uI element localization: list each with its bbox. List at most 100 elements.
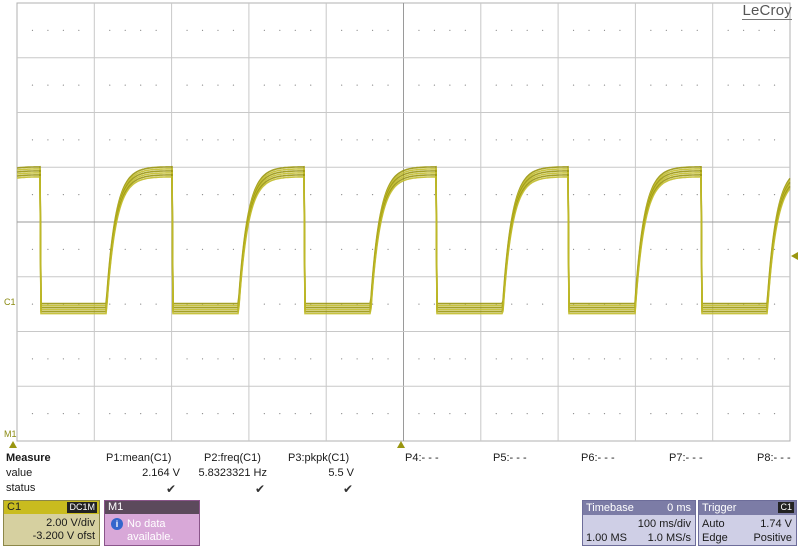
c1-marker: C1 bbox=[4, 297, 16, 307]
grid-dot bbox=[109, 413, 111, 415]
grid-dot bbox=[542, 248, 544, 250]
trigger-level-marker bbox=[791, 252, 798, 260]
grid-dot bbox=[418, 139, 420, 141]
grid-dot bbox=[418, 29, 420, 31]
grid-dot bbox=[78, 248, 80, 250]
grid-dot bbox=[681, 139, 683, 141]
trace-band bbox=[16, 169, 791, 309]
grid-dot bbox=[371, 358, 374, 360]
coupling-badge: DC1M bbox=[67, 502, 97, 513]
trigger-descriptor[interactable]: Trigger C1 Auto 1.74 V Edge Positive bbox=[698, 500, 797, 546]
grid-dot bbox=[773, 84, 776, 86]
trigger-type: Edge bbox=[702, 532, 728, 544]
grid-dot bbox=[387, 303, 389, 305]
grid-dot bbox=[495, 84, 497, 86]
grid-dot bbox=[603, 358, 606, 360]
measure-table[interactable]: Measure P1:mean(C1) P2:freq(C1) P3:pkpk(… bbox=[0, 452, 800, 498]
grid-dot bbox=[155, 84, 157, 86]
grid-dot bbox=[588, 84, 590, 86]
grid-dot bbox=[650, 84, 652, 86]
grid-dot bbox=[78, 29, 80, 31]
grid-dot bbox=[449, 194, 451, 196]
grid-dot bbox=[341, 358, 343, 360]
grid-dot bbox=[495, 194, 497, 196]
grid-dot bbox=[356, 413, 358, 415]
grid-dot bbox=[155, 248, 157, 250]
grid-dot bbox=[232, 248, 235, 250]
grid-dot bbox=[62, 139, 64, 141]
channel-c1-descriptor[interactable]: C1 DC1M 2.00 V/div -3.200 V ofst bbox=[3, 500, 100, 546]
grid-dot bbox=[109, 29, 111, 31]
grid-dot bbox=[62, 29, 64, 31]
grid-dot bbox=[78, 139, 80, 141]
param-p4[interactable]: P4:- - - bbox=[405, 452, 439, 464]
channel-name: C1 bbox=[7, 501, 22, 513]
grid-dot bbox=[31, 358, 34, 360]
grid-dot bbox=[124, 139, 126, 141]
param-p8[interactable]: P8:- - - bbox=[757, 452, 791, 464]
grid-dot bbox=[665, 29, 667, 31]
grid-dot bbox=[78, 358, 80, 360]
grid-dot bbox=[62, 248, 64, 250]
grid-dot bbox=[186, 84, 188, 86]
grid-dot bbox=[310, 29, 312, 31]
param-p3[interactable]: P3:pkpk(C1) bbox=[288, 452, 350, 464]
grid-dot bbox=[217, 248, 219, 250]
grid-dot bbox=[603, 139, 606, 141]
grid-dot bbox=[696, 139, 698, 141]
grid-dot bbox=[387, 29, 389, 31]
grid-dot bbox=[696, 84, 698, 86]
grid-dot bbox=[47, 194, 49, 196]
grid-dot bbox=[464, 139, 466, 141]
grid-dot bbox=[511, 139, 513, 141]
grid-dot bbox=[758, 139, 760, 141]
grid-dot bbox=[155, 194, 157, 196]
grid-dot bbox=[371, 303, 374, 305]
grid-dot bbox=[279, 413, 281, 415]
math-m1-descriptor[interactable]: M1 i No data available. bbox=[104, 500, 200, 546]
grid-dot bbox=[433, 29, 436, 31]
grid-dot bbox=[140, 413, 142, 415]
grid-dot bbox=[727, 248, 729, 250]
param-p7[interactable]: P7:- - - bbox=[669, 452, 703, 464]
grid-dot bbox=[603, 413, 606, 415]
timebase-descriptor[interactable]: Timebase 0 ms 100 ms/div 1.00 MS 1.0 MS/s bbox=[582, 500, 696, 546]
grid-dot bbox=[511, 29, 513, 31]
grid-dot bbox=[62, 358, 64, 360]
grid-dot bbox=[217, 29, 219, 31]
available-text: available. bbox=[127, 531, 174, 543]
grid-dot bbox=[387, 358, 389, 360]
grid-dot bbox=[464, 413, 466, 415]
grid-dot bbox=[619, 29, 621, 31]
grid-dot bbox=[743, 139, 745, 141]
grid-dot bbox=[232, 139, 235, 141]
grid-dot bbox=[31, 139, 34, 141]
grid-dot bbox=[217, 84, 219, 86]
grid-dot bbox=[572, 29, 575, 31]
grid-dot bbox=[603, 84, 606, 86]
grid-dot bbox=[201, 194, 204, 196]
grid-dot bbox=[140, 139, 142, 141]
grid-dot bbox=[758, 29, 760, 31]
param-p6[interactable]: P6:- - - bbox=[581, 452, 615, 464]
param-p1[interactable]: P1:mean(C1) bbox=[106, 452, 172, 464]
grid-dot bbox=[665, 194, 667, 196]
trace-band bbox=[16, 167, 791, 307]
grid-dot bbox=[526, 303, 528, 305]
grid-dot bbox=[433, 84, 436, 86]
grid-dot bbox=[62, 413, 64, 415]
param-p2[interactable]: P2:freq(C1) bbox=[204, 452, 261, 464]
p3-value: 5.5 V bbox=[328, 467, 354, 479]
param-p5[interactable]: P5:- - - bbox=[493, 452, 527, 464]
p2-value: 5.8323321 Hz bbox=[198, 467, 268, 479]
grid-dot bbox=[433, 248, 436, 250]
trigger-title: Trigger bbox=[702, 502, 737, 514]
grid-dot bbox=[124, 413, 126, 415]
grid-dot bbox=[371, 413, 374, 415]
measure-title: Measure bbox=[6, 452, 51, 464]
grid-dot bbox=[433, 303, 436, 305]
grid-dot bbox=[217, 358, 219, 360]
grid-dot bbox=[31, 248, 34, 250]
grid-dot bbox=[356, 358, 358, 360]
grid-dot bbox=[572, 84, 575, 86]
